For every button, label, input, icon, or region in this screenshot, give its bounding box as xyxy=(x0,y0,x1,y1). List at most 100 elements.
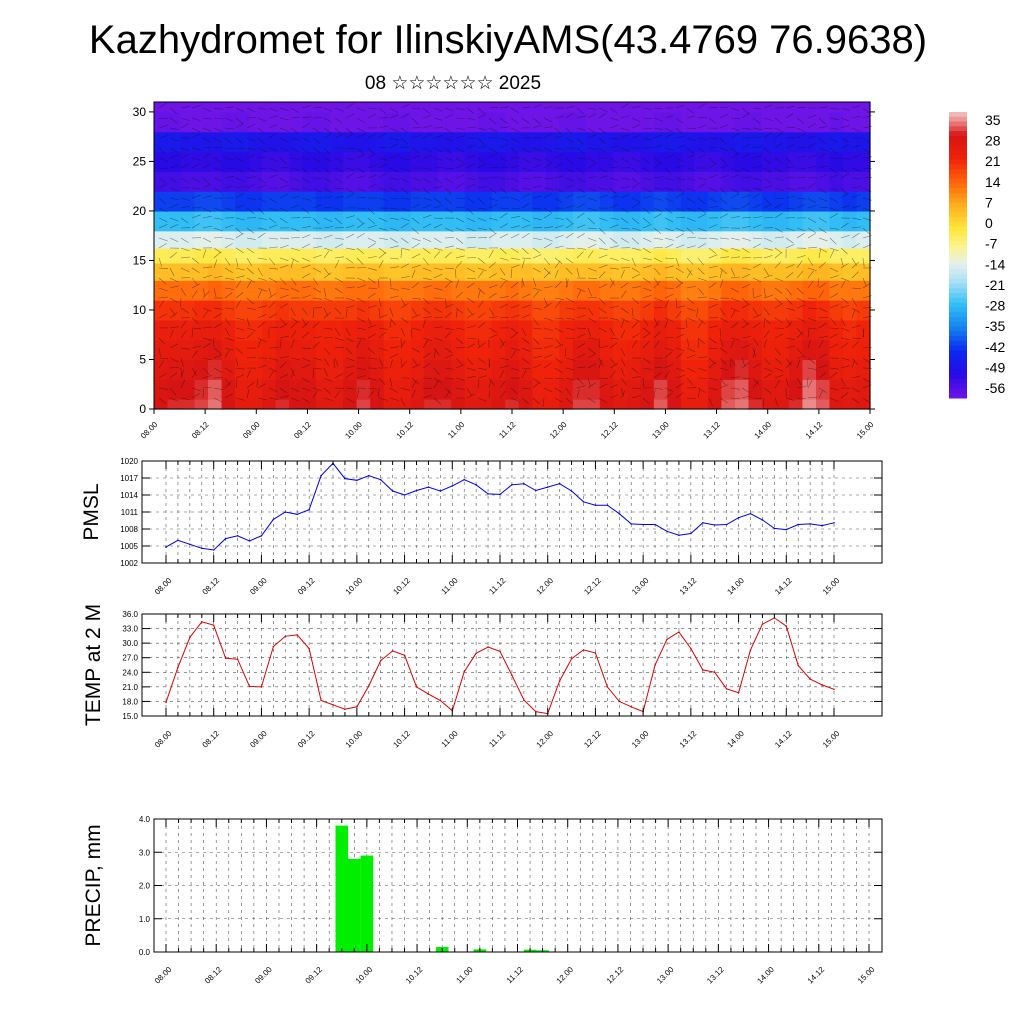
wind-barb xyxy=(213,287,217,297)
wind-barb xyxy=(224,327,230,336)
wind-barb xyxy=(642,224,652,229)
data-point xyxy=(165,546,167,548)
wind-barb xyxy=(642,167,651,173)
wind-barb xyxy=(642,187,652,192)
heatmap-cell xyxy=(505,300,520,321)
wind-barb xyxy=(785,307,795,311)
wind-barb xyxy=(829,249,835,259)
colorbar-swatch xyxy=(949,269,967,275)
wind-barb xyxy=(598,227,606,235)
wind-barb xyxy=(345,309,348,319)
wind-barb xyxy=(455,364,465,369)
heatmap-cell xyxy=(316,191,331,212)
wind-barb xyxy=(499,365,509,369)
heatmap-cell xyxy=(748,280,763,301)
wind-barb xyxy=(455,227,465,232)
heatmap-cell xyxy=(559,131,574,153)
wind-barb xyxy=(642,127,653,130)
heatmap-cell xyxy=(343,191,358,212)
wind-barb xyxy=(411,177,421,181)
heatmap-cell xyxy=(545,102,560,113)
wind-barb xyxy=(455,268,457,279)
wind-barb xyxy=(565,157,574,164)
wind-barb xyxy=(290,177,300,182)
wind-barb xyxy=(213,157,222,163)
wind-barb xyxy=(620,390,626,399)
wind-barb xyxy=(818,106,828,109)
data-point xyxy=(284,511,287,513)
wind-barb xyxy=(191,290,198,299)
heatmap-cell xyxy=(478,230,493,249)
wind-barb xyxy=(796,176,806,179)
wind-barb xyxy=(301,357,311,362)
heatmap-cell xyxy=(599,210,614,232)
wind-barb xyxy=(840,337,850,341)
heatmap-cell xyxy=(734,191,750,212)
wind-barb xyxy=(466,246,476,249)
wind-barb xyxy=(345,247,355,250)
wind-barb xyxy=(664,317,674,322)
wind-barb xyxy=(719,256,729,259)
wind-barb xyxy=(543,362,552,369)
wind-barb xyxy=(565,184,575,189)
heatmap-cell xyxy=(842,359,858,380)
wind-barb xyxy=(587,327,591,337)
heatmap-cell xyxy=(505,191,520,212)
heatmap-cell xyxy=(532,300,547,321)
wind-barb xyxy=(400,248,402,259)
wind-barb xyxy=(840,342,849,349)
wind-barb xyxy=(158,267,169,269)
wind-barb xyxy=(246,369,251,379)
wind-barb xyxy=(345,113,355,119)
heatmap-cell xyxy=(329,102,344,113)
wind-barb xyxy=(191,194,201,199)
wind-barb xyxy=(455,157,464,163)
wind-barb xyxy=(180,205,190,209)
heatmap-cell xyxy=(275,151,290,172)
wind-barb xyxy=(774,177,784,181)
wind-barb xyxy=(488,292,497,299)
wind-barb xyxy=(411,243,420,249)
wind-barb xyxy=(719,317,729,323)
heatmap-cell xyxy=(545,210,560,232)
wind-barb xyxy=(609,177,619,181)
heatmap-cell xyxy=(383,151,398,172)
wind-barb xyxy=(389,307,394,317)
wind-barb xyxy=(455,135,465,139)
heatmap-cell xyxy=(842,319,858,341)
wind-barb xyxy=(213,177,223,182)
heatmap-cell xyxy=(586,339,601,361)
wind-barb xyxy=(334,259,340,269)
wind-barb xyxy=(719,207,729,212)
wind-barb xyxy=(367,147,375,155)
heatmap-cell xyxy=(613,379,628,400)
heatmap-cell xyxy=(302,399,317,410)
wind-barb xyxy=(301,105,311,109)
wind-barb xyxy=(719,227,730,229)
heatmap-cell xyxy=(640,248,655,264)
heatmap-cell xyxy=(194,319,209,341)
y-axis-label: TEMP at 2 M xyxy=(82,604,105,726)
wind-barb xyxy=(587,134,597,139)
heatmap-cell xyxy=(761,111,777,133)
heatmap-cell xyxy=(167,399,182,410)
wind-barb xyxy=(323,357,330,366)
heatmap-cell xyxy=(275,300,290,321)
wind-barb xyxy=(345,233,355,239)
heatmap-cell xyxy=(289,102,304,113)
wind-barb xyxy=(466,277,477,280)
wind-barb xyxy=(411,264,421,269)
wind-barb xyxy=(719,213,729,219)
heatmap-cell xyxy=(829,359,844,380)
wind-barb xyxy=(532,164,542,169)
heatmap-cell xyxy=(343,379,358,400)
wind-barb xyxy=(631,202,640,209)
heatmap-cell xyxy=(370,248,385,264)
heatmap-cell xyxy=(181,210,196,232)
colorbar-swatch xyxy=(949,274,967,280)
heatmap-cell xyxy=(653,111,668,133)
heatmap-cell xyxy=(532,171,547,192)
wind-barb xyxy=(334,127,342,135)
wind-barb xyxy=(323,187,333,193)
heatmap-cell xyxy=(410,359,425,380)
